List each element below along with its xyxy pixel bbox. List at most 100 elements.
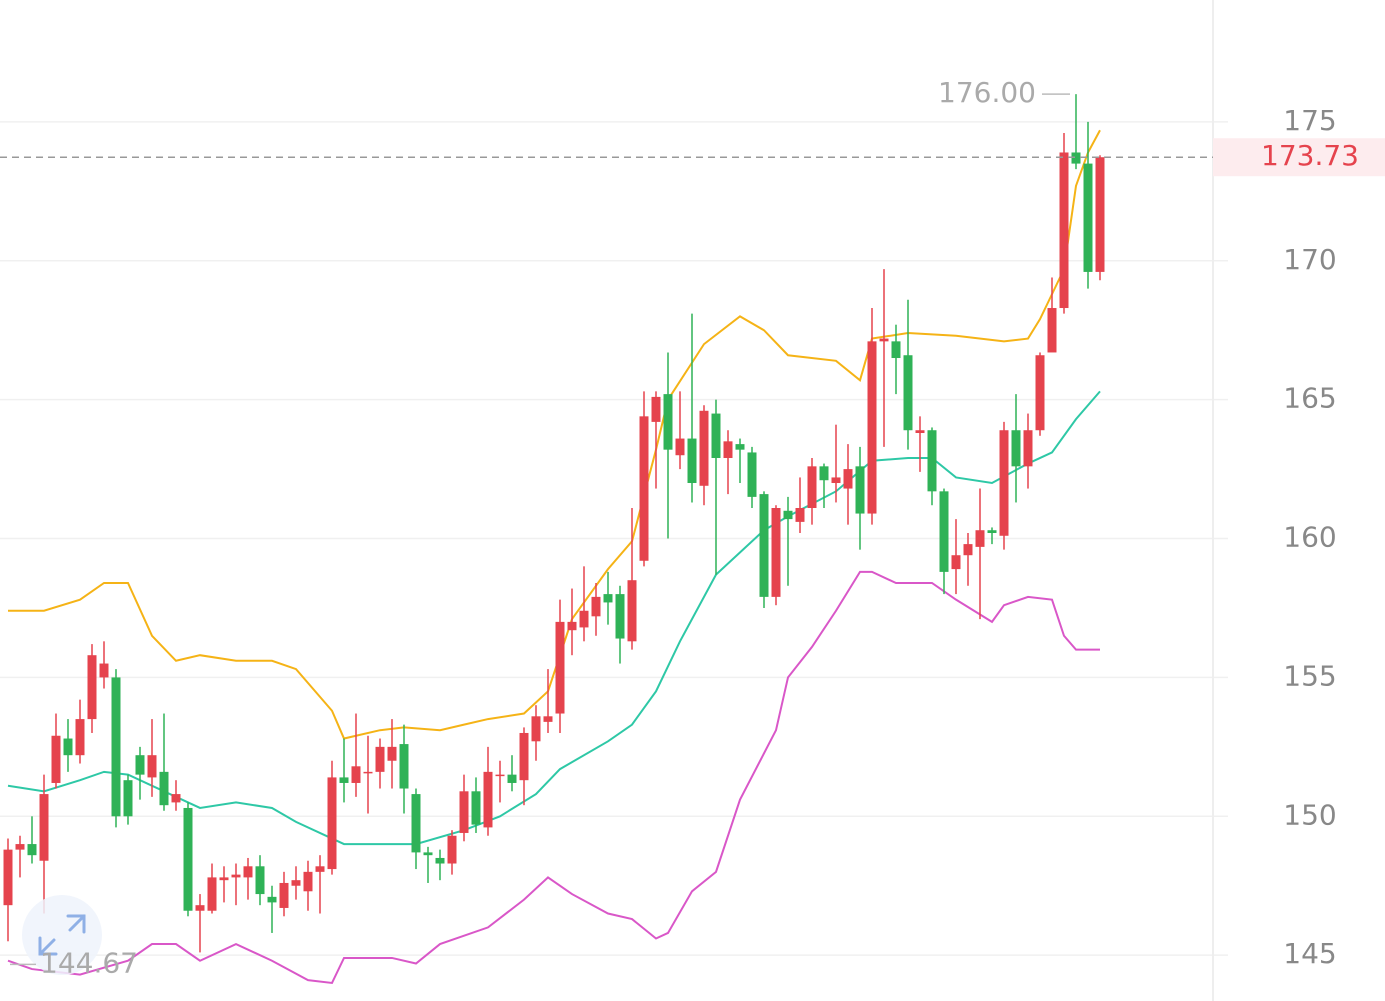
- candle-body: [15, 844, 25, 850]
- candle-body: [219, 877, 229, 881]
- candle-body: [615, 594, 625, 639]
- candle-body: [339, 777, 349, 783]
- candle-body: [1035, 355, 1045, 431]
- candle-body: [267, 896, 277, 903]
- last-price-label: 173.73: [1261, 139, 1359, 172]
- expand-icon[interactable]: [38, 914, 86, 956]
- max-label: 176.00: [938, 76, 1036, 109]
- candle-body: [651, 396, 661, 422]
- candle-body: [291, 880, 301, 886]
- candle-body: [639, 416, 649, 561]
- candle-body: [819, 466, 829, 481]
- candle-body: [519, 732, 529, 781]
- candle-body: [723, 441, 733, 459]
- candle-body: [183, 807, 193, 911]
- plot: 145 150 155 160 165 170 175: [0, 94, 1337, 985]
- candle-body: [603, 594, 613, 603]
- candle-body: [39, 794, 49, 861]
- candle-body: [255, 866, 265, 895]
- candle-body: [27, 844, 37, 856]
- candle-body: [543, 716, 553, 722]
- candle-body: [711, 413, 721, 459]
- expand-button[interactable]: [22, 895, 102, 975]
- candle-body: [975, 530, 985, 547]
- candle-body: [63, 738, 73, 756]
- candle-body: [771, 507, 781, 597]
- candle-body: [243, 866, 253, 878]
- candle-body: [147, 755, 157, 778]
- candle-body: [795, 507, 805, 522]
- candle-body: [159, 771, 169, 806]
- candle-body: [687, 438, 697, 484]
- y-tick-label: 165: [1283, 382, 1336, 415]
- candle-body: [87, 655, 97, 720]
- candle-body: [963, 544, 973, 556]
- candle-body: [75, 719, 85, 756]
- candle-body: [387, 746, 397, 761]
- candle-body: [747, 452, 757, 497]
- candle-body: [375, 746, 385, 772]
- candle-body: [699, 410, 709, 486]
- band-line: [7, 390, 1101, 846]
- last-price-box: [1213, 138, 1385, 177]
- candle-body: [1071, 152, 1081, 164]
- candle-body: [195, 905, 205, 911]
- candle-body: [783, 510, 793, 520]
- candle-body: [855, 466, 865, 514]
- candle-body: [759, 494, 769, 597]
- candle-body: [279, 882, 289, 908]
- candle-body: [891, 341, 901, 359]
- candle-body: [111, 677, 121, 817]
- candle-body: [99, 663, 109, 678]
- candle-body: [495, 774, 505, 777]
- candle-body: [1083, 163, 1093, 272]
- candle-body: [171, 794, 181, 803]
- candle-body: [1095, 157, 1105, 272]
- candle-body: [399, 744, 409, 789]
- candle-body: [675, 438, 685, 456]
- y-tick-label: 170: [1283, 243, 1336, 276]
- candle-body: [435, 857, 445, 864]
- candle-body: [411, 794, 421, 853]
- candle-body: [123, 780, 133, 817]
- candle-body: [507, 774, 517, 783]
- candle-body: [807, 466, 817, 508]
- band-line: [7, 570, 1100, 985]
- candle-body: [843, 469, 853, 489]
- candle-body: [867, 341, 877, 514]
- candle-body: [483, 771, 493, 828]
- candle-body: [951, 555, 961, 570]
- candle-body: [303, 871, 313, 892]
- candle-body: [567, 621, 577, 631]
- candle-body: [987, 530, 997, 533]
- candle-body: [423, 852, 433, 856]
- candle-body: [999, 430, 1009, 536]
- candle-body: [939, 491, 949, 572]
- candle-body: [879, 338, 889, 342]
- candle-body: [135, 755, 145, 775]
- candle-body: [459, 791, 469, 833]
- y-tick-label: 155: [1283, 659, 1336, 692]
- candle-body: [627, 580, 637, 642]
- candle-body: [927, 430, 937, 492]
- candle-body: [207, 877, 217, 911]
- y-tick-label: 160: [1283, 521, 1336, 554]
- candle-body: [831, 477, 841, 484]
- candle-body: [555, 621, 565, 714]
- candle-body: [1059, 152, 1069, 309]
- candle-body: [591, 596, 601, 617]
- candle-body: [471, 791, 481, 825]
- candle-body: [447, 835, 457, 864]
- min-label: 144.67: [40, 946, 138, 979]
- candle-body: [3, 849, 13, 906]
- candle-body: [231, 874, 241, 878]
- candle-body: [531, 716, 541, 742]
- candle-body: [915, 430, 925, 434]
- candle-body: [327, 777, 337, 870]
- candle-body: [1011, 430, 1021, 467]
- candle-body: [1023, 430, 1033, 467]
- candle-body: [51, 735, 61, 783]
- y-tick-label: 145: [1283, 937, 1336, 970]
